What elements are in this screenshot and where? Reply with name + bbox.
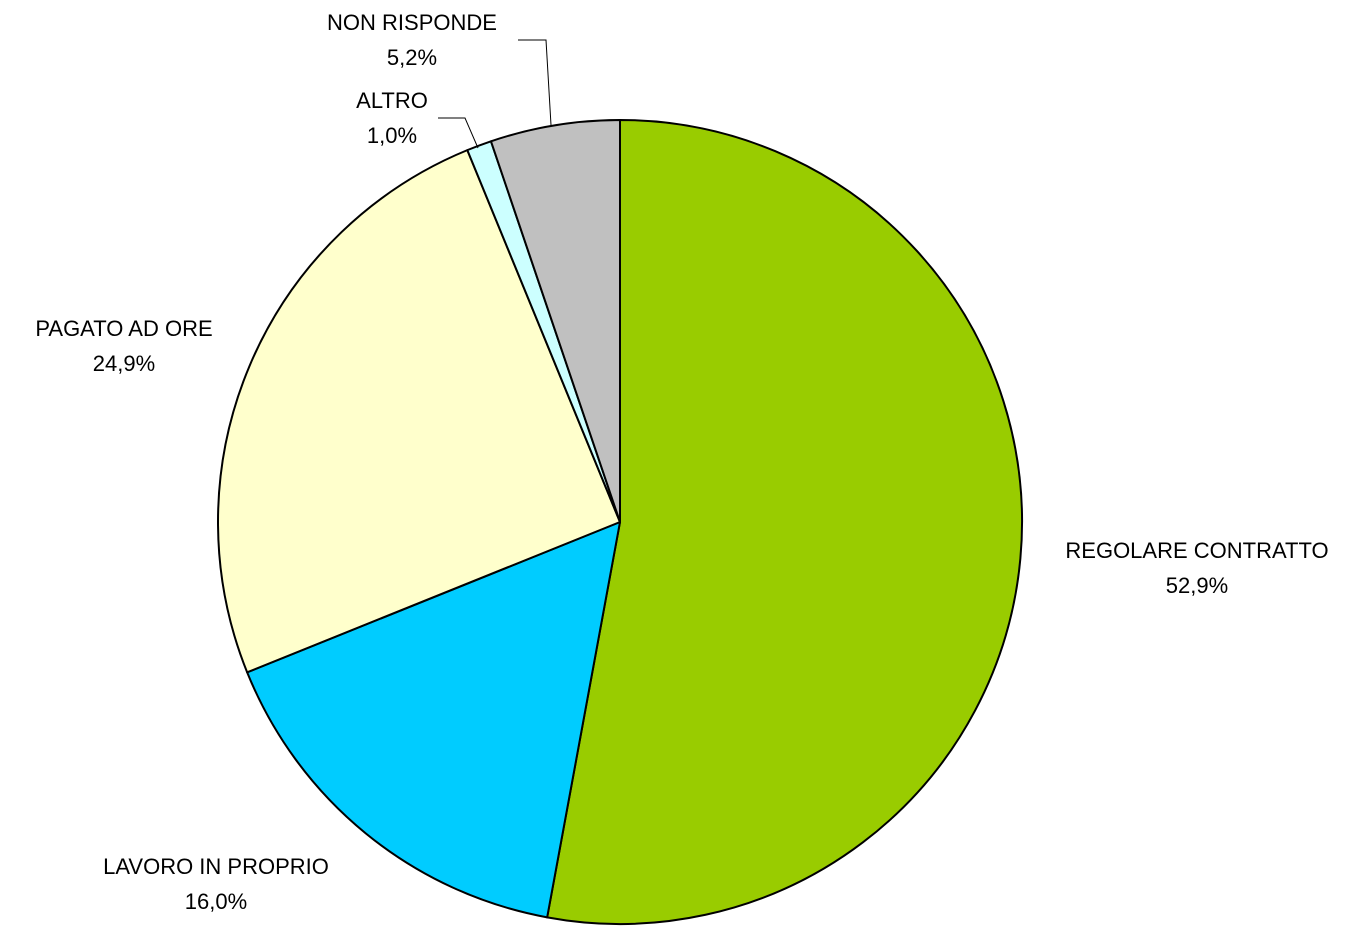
slice-label-non-risponde: NON RISPONDE [327, 10, 497, 35]
slice-value-regolare-contratto: 52,9% [1166, 573, 1228, 598]
pie-slice-lavoro-in-proprio [246, 521, 621, 919]
slice-label-altro: ALTRO [356, 88, 428, 113]
slice-labels: REGOLARE CONTRATTO 52,9% LAVORO IN PROPRIO… [35, 10, 1328, 914]
leader-line-altro [438, 117, 479, 149]
pie-slices [217, 119, 1024, 925]
slice-value-altro: 1,0% [367, 123, 417, 148]
pie-slice-pagato-ad-ore [217, 149, 621, 674]
slice-value-non-risponde: 5,2% [387, 45, 437, 70]
slice-value-pagato-ad-ore: 24,9% [93, 351, 155, 376]
slice-label-lavoro-in-proprio: LAVORO IN PROPRIO [103, 854, 329, 879]
leader-line-non-risponde [518, 39, 552, 126]
label-leader-lines [438, 39, 552, 149]
slice-value-lavoro-in-proprio: 16,0% [185, 889, 247, 914]
slice-label-regolare-contratto: REGOLARE CONTRATTO [1065, 538, 1328, 563]
slice-label-pagato-ad-ore: PAGATO AD ORE [35, 316, 212, 341]
pie-slice-non-risponde [489, 119, 621, 523]
pie-slice-regolare-contratto [546, 119, 1024, 925]
